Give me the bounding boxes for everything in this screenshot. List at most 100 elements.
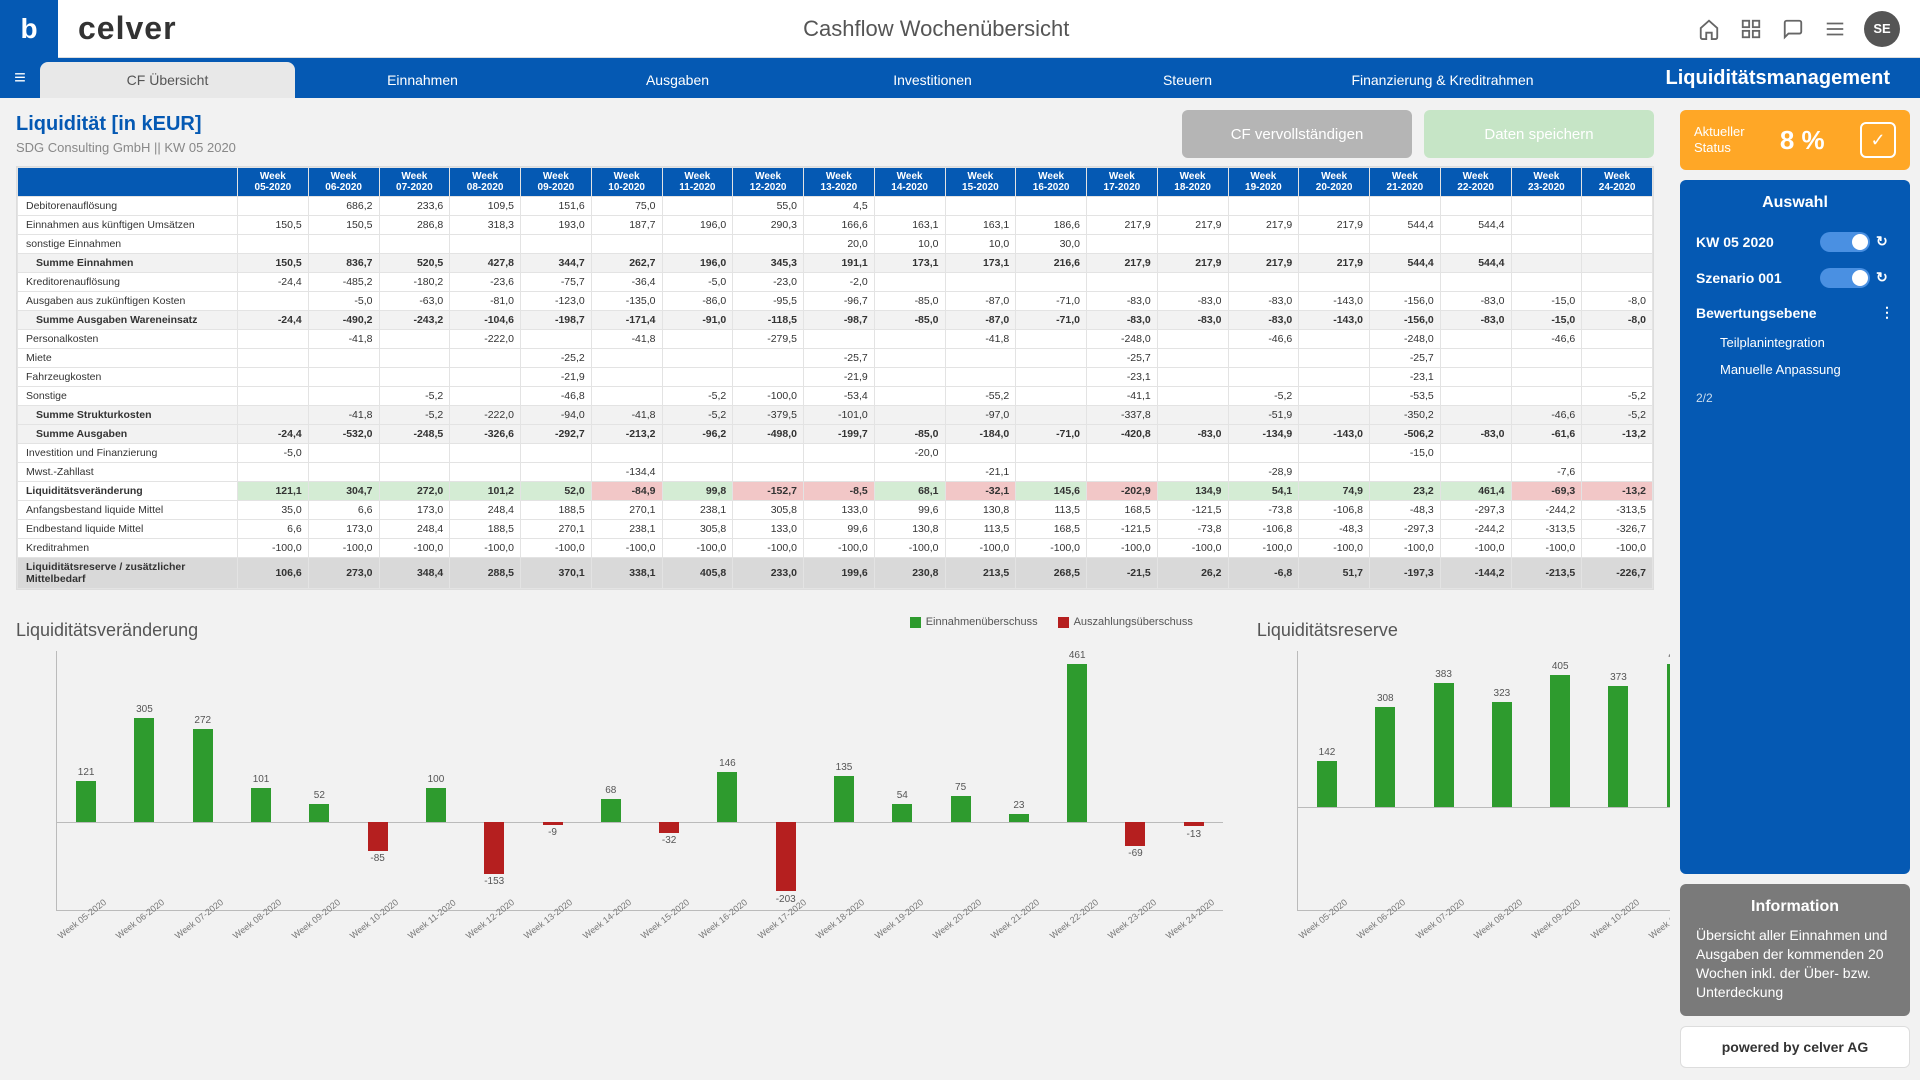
bar — [309, 804, 329, 822]
cell — [308, 444, 379, 463]
week-toggle[interactable] — [1820, 232, 1870, 252]
cell — [308, 368, 379, 387]
cell: 318,3 — [450, 216, 521, 235]
cell — [379, 463, 450, 482]
cell: -5,2 — [379, 406, 450, 425]
cell — [1157, 463, 1228, 482]
cell: -46,6 — [1511, 330, 1582, 349]
chat-icon[interactable] — [1780, 16, 1806, 42]
home-icon[interactable] — [1696, 16, 1722, 42]
cell: -5,2 — [1228, 387, 1299, 406]
row-label: Kreditrahmen — [18, 539, 238, 558]
bar-value-label: 272 — [183, 715, 223, 726]
cell: 217,9 — [1087, 254, 1158, 273]
tab-0[interactable]: CF Übersicht — [40, 62, 295, 98]
hamburger-icon[interactable]: ≡ — [0, 58, 40, 98]
cell: 238,1 — [591, 520, 662, 539]
cell: -152,7 — [733, 482, 804, 501]
powered-by: powered by celver AG — [1680, 1026, 1910, 1068]
tab-2[interactable]: Ausgaben — [550, 62, 805, 98]
scenario-refresh-icon[interactable]: ↻ — [1876, 269, 1894, 287]
cell: 173,0 — [379, 501, 450, 520]
selection-sub-1[interactable]: Teilplanintegration — [1696, 329, 1894, 356]
selection-sub-2[interactable]: Manuelle Anpassung — [1696, 356, 1894, 383]
cell: 248,4 — [450, 501, 521, 520]
cell: -24,4 — [238, 425, 309, 444]
cell: -100,0 — [1016, 539, 1087, 558]
cell: -100,0 — [450, 539, 521, 558]
cell — [1440, 235, 1511, 254]
chart-title: Liquiditätsreserve — [1257, 620, 1670, 641]
cell: -85,0 — [874, 292, 945, 311]
cell: -53,4 — [804, 387, 875, 406]
scenario-toggle[interactable] — [1820, 268, 1870, 288]
cell: 150,5 — [238, 254, 309, 273]
cell: -83,0 — [1157, 425, 1228, 444]
save-button[interactable]: Daten speichern — [1424, 110, 1654, 158]
cell: -94,0 — [521, 406, 592, 425]
col-header: Week09-2020 — [521, 168, 592, 197]
cell — [1582, 349, 1653, 368]
cell: -32,1 — [945, 482, 1016, 501]
cell: -41,8 — [308, 330, 379, 349]
cell: -184,0 — [945, 425, 1016, 444]
cell — [1299, 235, 1370, 254]
cell — [1016, 444, 1087, 463]
avatar[interactable]: SE — [1864, 11, 1900, 47]
tab-3[interactable]: Investitionen — [805, 62, 1060, 98]
cell — [1299, 463, 1370, 482]
cell — [238, 463, 309, 482]
tab-4[interactable]: Steuern — [1060, 62, 1315, 98]
cell: -83,0 — [1087, 292, 1158, 311]
more-icon[interactable]: ⋮ — [1880, 304, 1894, 321]
menu-icon[interactable] — [1822, 16, 1848, 42]
tab-1[interactable]: Einnahmen — [295, 62, 550, 98]
cell: -5,0 — [662, 273, 733, 292]
cell: 304,7 — [308, 482, 379, 501]
cell: -100,0 — [733, 387, 804, 406]
cell: -83,0 — [1440, 292, 1511, 311]
cell: -13,2 — [1582, 482, 1653, 501]
cell: -25,2 — [521, 349, 592, 368]
cell: 188,5 — [521, 501, 592, 520]
cell — [804, 330, 875, 349]
cell: 305,8 — [662, 520, 733, 539]
cell — [1087, 235, 1158, 254]
cell: -71,0 — [1016, 425, 1087, 444]
tab-5[interactable]: Finanzierung & Kreditrahmen — [1315, 62, 1570, 98]
apps-icon[interactable] — [1738, 16, 1764, 42]
cell: -41,8 — [591, 330, 662, 349]
cell: 134,9 — [1157, 482, 1228, 501]
week-refresh-icon[interactable]: ↻ — [1876, 233, 1894, 251]
page-title: Cashflow Wochenübersicht — [177, 16, 1696, 42]
cell: -61,6 — [1511, 425, 1582, 444]
cell: 520,5 — [379, 254, 450, 273]
cell — [308, 387, 379, 406]
cell — [662, 330, 733, 349]
cell: 99,6 — [804, 520, 875, 539]
x-axis-labels: Week 05-2020Week 06-2020Week 07-2020Week… — [56, 913, 1223, 943]
table-row: Liquiditätsreserve / zusätzlicher Mittel… — [18, 558, 1653, 589]
cell — [238, 197, 309, 216]
cell: 370,1 — [521, 558, 592, 589]
legend-item: Auszahlungsüberschuss — [1058, 616, 1193, 628]
cell — [874, 387, 945, 406]
cell: 106,6 — [238, 558, 309, 589]
bar — [601, 799, 621, 822]
cell: 35,0 — [238, 501, 309, 520]
bar-value-label: 383 — [1424, 669, 1464, 680]
cell: -7,6 — [1511, 463, 1582, 482]
cell: -96,2 — [662, 425, 733, 444]
cell: -5,2 — [379, 387, 450, 406]
cell: -41,8 — [945, 330, 1016, 349]
cell: -75,7 — [521, 273, 592, 292]
complete-button[interactable]: CF vervollständigen — [1182, 110, 1412, 158]
cell: 217,9 — [1157, 254, 1228, 273]
cell — [1440, 444, 1511, 463]
col-header: Week13-2020 — [804, 168, 875, 197]
info-card: Information Übersicht aller Einnahmen un… — [1680, 884, 1910, 1016]
row-label: Investition und Finanzierung — [18, 444, 238, 463]
cell: -100,0 — [1370, 539, 1441, 558]
cell: 273,0 — [308, 558, 379, 589]
cell: 345,3 — [733, 254, 804, 273]
